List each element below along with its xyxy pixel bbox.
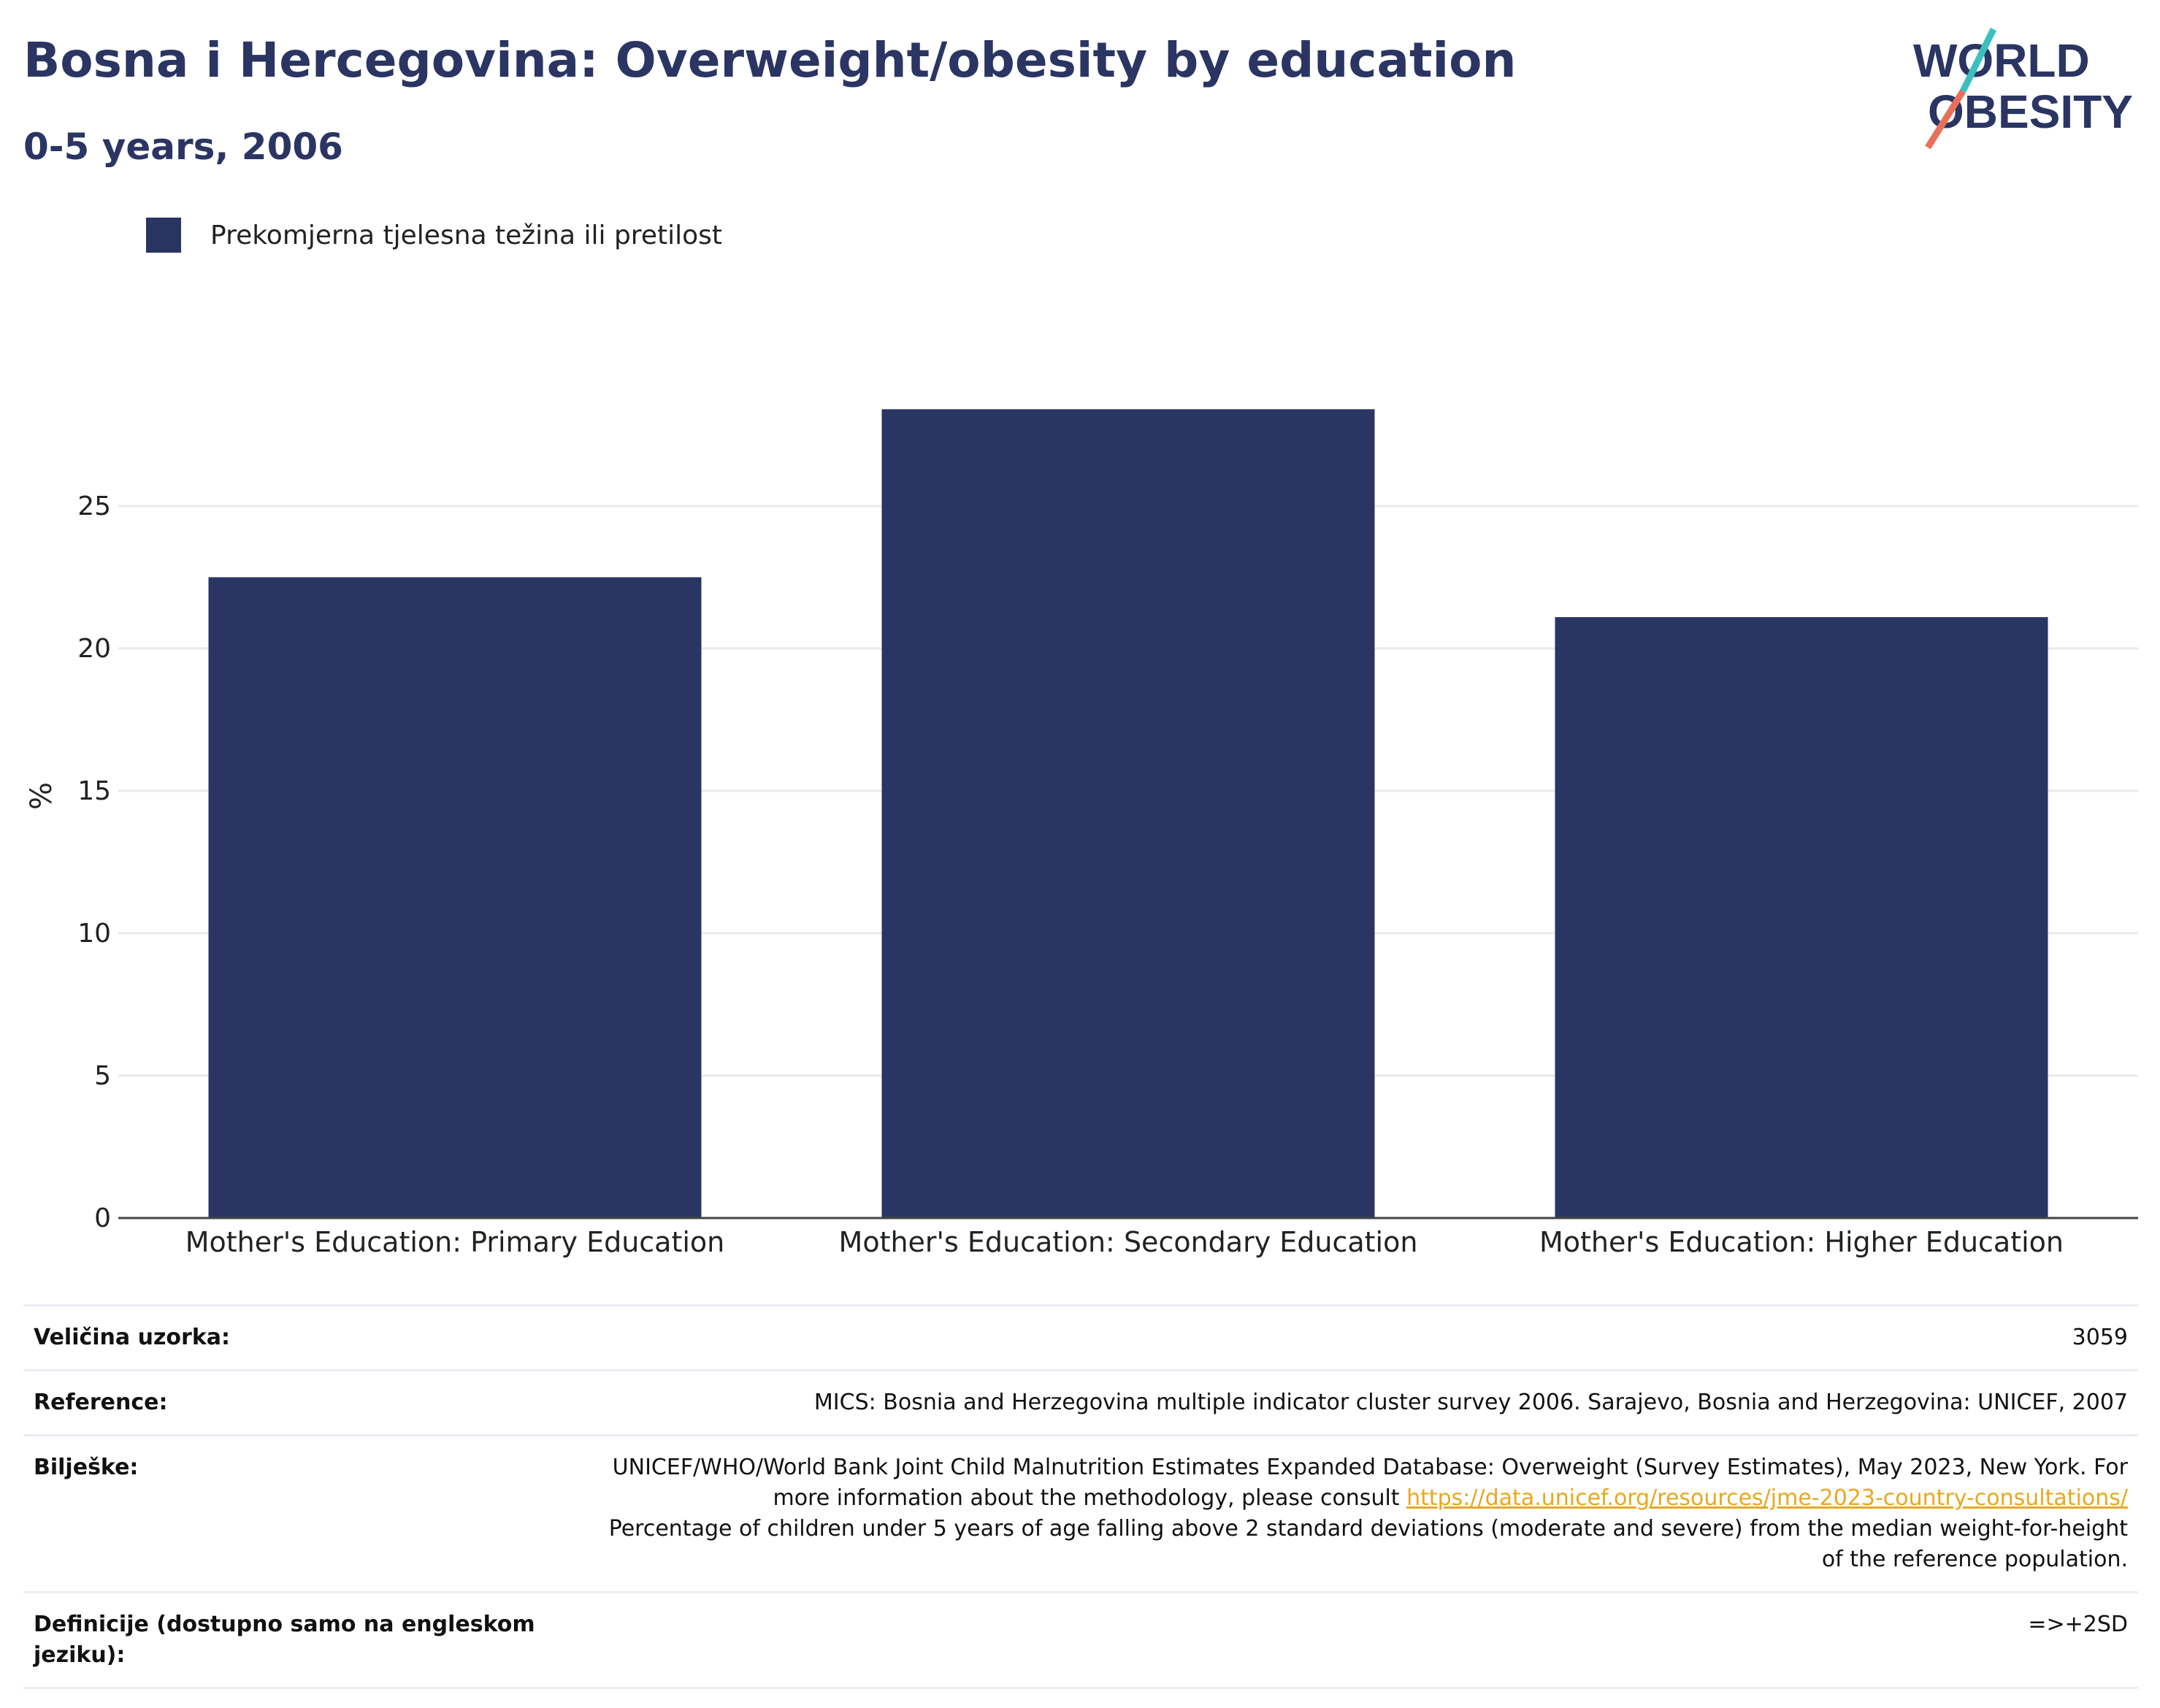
logo-slash-teal [1959,28,1997,93]
info-table: Veličina uzorka: 3059 Reference: MICS: B… [23,1304,2138,1689]
y-tick-label: 0 [94,1203,111,1233]
table-row-reference: Reference: MICS: Bosnia and Herzegovina … [23,1369,2138,1434]
logo-line1: WORLD [1913,34,2090,87]
legend[interactable]: Prekomjerna tjelesna težina ili pretilos… [146,218,722,253]
y-tick-label: 5 [94,1061,111,1091]
notes-label: Bilješke: [34,1455,139,1480]
notes-text-2: Percentage of children under 5 years of … [608,1516,2128,1572]
y-tick-label: 10 [77,919,111,949]
y-tick-label: 15 [77,776,111,806]
notes-value: UNICEF/WHO/World Bank Joint Child Malnut… [594,1452,2128,1575]
legend-label: Prekomjerna tjelesna težina ili pretilos… [210,220,722,250]
bar [1555,617,2048,1218]
bar-chart: 0 5 10 15 20 25% Mother's Education: Primary E… [25,409,2138,1258]
y-tick-label: 20 [77,634,111,664]
x-tick-label: Mother's Education: Primary Education [185,1226,725,1258]
chart-subtitle: 0-5 years, 2006 [23,126,343,168]
y-tick-label: 25 [77,491,111,521]
sample-size-label: Veličina uzorka: [34,1325,231,1350]
notes-text-1: UNICEF/WHO/World Bank Joint Child Malnut… [612,1455,2128,1511]
bar [881,409,1375,1218]
x-tick-label: Mother's Education: Secondary Education [839,1226,1418,1258]
sample-size-value: 3059 [2072,1325,2128,1350]
logo-slash-coral [1925,89,1966,150]
definitions-label: Definicije (dostupno samo na engleskom j… [34,1612,535,1668]
chart-title: Bosna i Hercegovina: Overweight/obesity … [23,32,1517,88]
y-axis-label: % [25,782,58,810]
legend-swatch [146,218,181,253]
definitions-value: =>+2SD [2028,1612,2128,1637]
notes-link[interactable]: https://data.unicef.org/resources/jme-20… [1406,1485,2128,1511]
table-row-sample: Veličina uzorka: 3059 [23,1304,2138,1369]
x-tick-label: Mother's Education: Higher Education [1539,1226,2064,1258]
bar [208,577,702,1218]
table-row-notes: Bilješke: UNICEF/WHO/World Bank Joint Ch… [23,1434,2138,1591]
table-row-definitions: Definicije (dostupno samo na engleskom j… [23,1591,2138,1689]
world-obesity-logo: WORLD OBESITY [1913,28,2133,150]
reference-value: MICS: Bosnia and Herzegovina multiple in… [813,1390,2128,1415]
reference-label: Reference: [34,1390,168,1415]
